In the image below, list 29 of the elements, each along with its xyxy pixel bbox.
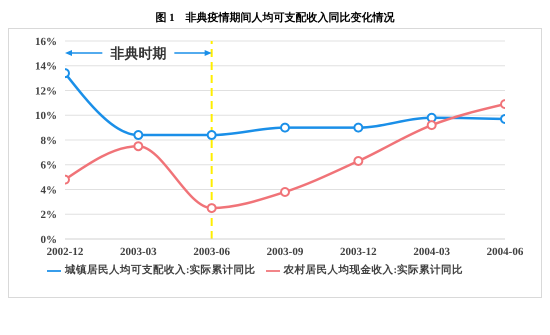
chart-title: 图 1 非典疫情期间人均可支配收入同比变化情况 [154, 10, 396, 26]
x-tick-label: 2004-03 [413, 246, 450, 258]
y-tick-label: 14% [35, 60, 57, 73]
x-tick-label: 2003-06 [193, 246, 230, 258]
point [133, 141, 144, 152]
x-tick-label: 2004-06 [486, 246, 524, 258]
legend-label: 农村居民人均现金收入:实际累计同比 [284, 265, 463, 276]
annotation: 非典时期 [109, 46, 166, 62]
point [280, 186, 290, 197]
x-tick-label: 2003-03 [120, 246, 158, 258]
y-tick-label: 16% [35, 36, 57, 48]
point [426, 120, 437, 130]
point [353, 156, 364, 166]
point [206, 130, 217, 140]
point [280, 122, 290, 133]
y-tick-label: 2% [40, 209, 57, 222]
y-tick-label: 8% [40, 134, 57, 147]
point [206, 203, 217, 214]
x-tick-label: 2003-12 [340, 246, 378, 258]
y-tick-label: 6% [40, 160, 57, 172]
legend-label: 城镇居民人均可支配收入:实际累计同比 [65, 265, 256, 276]
y-tick-label: 4% [40, 184, 57, 196]
y-tick-label: 0% [40, 234, 57, 246]
point [133, 130, 144, 140]
x-tick-label: 2002-12 [46, 246, 84, 258]
point [353, 122, 364, 133]
y-tick-label: 12% [35, 85, 57, 98]
y-tick-label: 10% [35, 110, 57, 122]
x-tick-label: 2003-09 [266, 246, 304, 258]
